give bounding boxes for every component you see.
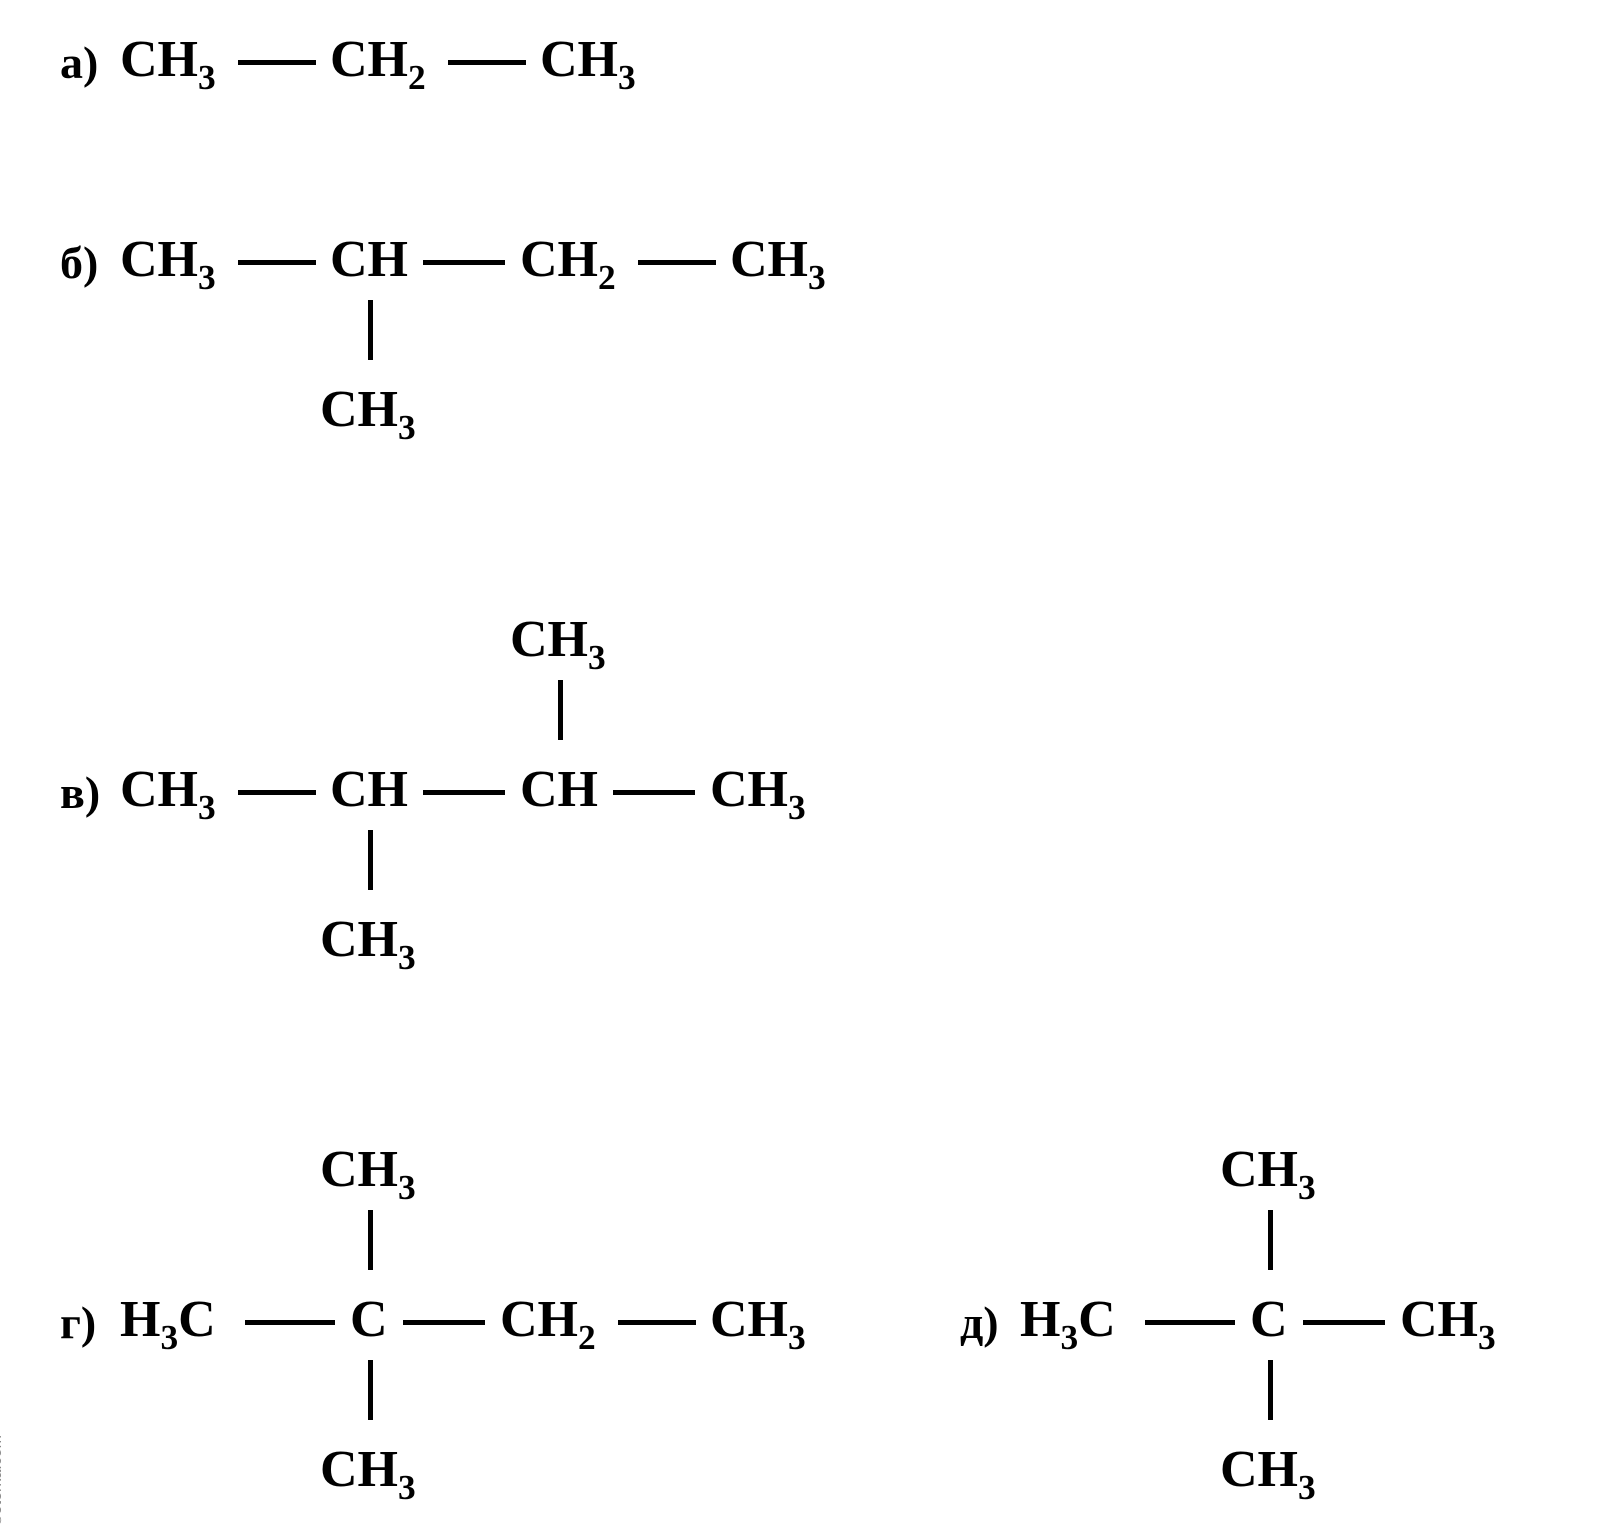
atom-ch2: CH2 xyxy=(330,30,426,96)
atom-ch3: CH3 xyxy=(1220,1440,1316,1506)
atom-ch3: CH3 xyxy=(120,230,216,296)
bond-horizontal xyxy=(423,260,505,265)
atom-ch: CH xyxy=(330,760,408,819)
atom-ch3: CH3 xyxy=(120,30,216,96)
page: ©5terka.com а)CH3CH2CH3б)CH3CHCH2CH3CH3в… xyxy=(0,0,1620,1536)
bond-horizontal xyxy=(1303,1320,1385,1325)
atom-ch3: CH3 xyxy=(120,760,216,826)
formula: CH3 CH CH2 CH3 CH3 xyxy=(120,230,880,460)
structure-d: д) CH3 H3C C CH3 CH3 xyxy=(960,1140,1580,1520)
atom-ch3: CH3 xyxy=(320,380,416,446)
formula: CH3 CH2 CH3 xyxy=(120,30,740,110)
atom-ch3: CH3 xyxy=(1400,1290,1496,1356)
bond-vertical xyxy=(558,680,563,740)
bond-horizontal xyxy=(613,790,695,795)
bond-vertical xyxy=(368,300,373,360)
atom-c: C xyxy=(1250,1290,1288,1349)
structure-label: а) xyxy=(60,30,120,89)
bond-horizontal xyxy=(618,1320,696,1325)
atom-ch3: CH3 xyxy=(710,760,806,826)
atom-c: C xyxy=(350,1290,388,1349)
structure-label: д) xyxy=(960,1140,1020,1349)
structure-b: б)CH3CHCH2CH3CH3 xyxy=(60,230,880,460)
bond-horizontal xyxy=(245,1320,335,1325)
formula: CH3 H3C C CH3 CH3 xyxy=(1020,1140,1580,1520)
structure-g: г) CH3 H3C C CH2 CH3 CH3 xyxy=(60,1140,880,1520)
atom-h3c: H3C xyxy=(1020,1290,1116,1356)
structure-label: г) xyxy=(60,1140,120,1349)
atom-ch3: CH3 xyxy=(540,30,636,96)
bond-horizontal xyxy=(238,790,316,795)
atom-ch3: CH3 xyxy=(710,1290,806,1356)
atom-ch2: CH2 xyxy=(500,1290,596,1356)
bond-vertical xyxy=(368,1360,373,1420)
atom-ch3: CH3 xyxy=(730,230,826,296)
bond-horizontal xyxy=(403,1320,485,1325)
formula: CH3 H3C C CH2 CH3 CH3 xyxy=(120,1140,880,1520)
atom-ch: CH xyxy=(520,760,598,819)
atom-ch3: CH3 xyxy=(320,910,416,976)
bond-horizontal xyxy=(448,60,526,65)
bond-horizontal xyxy=(638,260,716,265)
bond-horizontal xyxy=(1145,1320,1235,1325)
formula: CH3 CH3 CH CH CH3 CH3 xyxy=(120,610,880,990)
atom-ch2: CH2 xyxy=(520,230,616,296)
atom-ch3: CH3 xyxy=(1220,1140,1316,1206)
atom-ch3: CH3 xyxy=(320,1440,416,1506)
atom-ch3: CH3 xyxy=(320,1140,416,1206)
watermark: ©5terka.com xyxy=(0,1435,6,1526)
bond-vertical xyxy=(368,1210,373,1270)
atom-ch3: CH3 xyxy=(510,610,606,676)
structure-v: в)CH3CH3CHCHCH3CH3 xyxy=(60,610,880,990)
bond-horizontal xyxy=(238,260,316,265)
bond-vertical xyxy=(368,830,373,890)
atom-h3c: H3C xyxy=(120,1290,216,1356)
bond-horizontal xyxy=(423,790,505,795)
structure-label: б) xyxy=(60,230,120,289)
bond-vertical xyxy=(1268,1360,1273,1420)
structure-a: а)CH3CH2CH3 xyxy=(60,30,740,110)
atom-ch: CH xyxy=(330,230,408,289)
bond-vertical xyxy=(1268,1210,1273,1270)
bond-horizontal xyxy=(238,60,316,65)
structure-label: в) xyxy=(60,610,120,819)
